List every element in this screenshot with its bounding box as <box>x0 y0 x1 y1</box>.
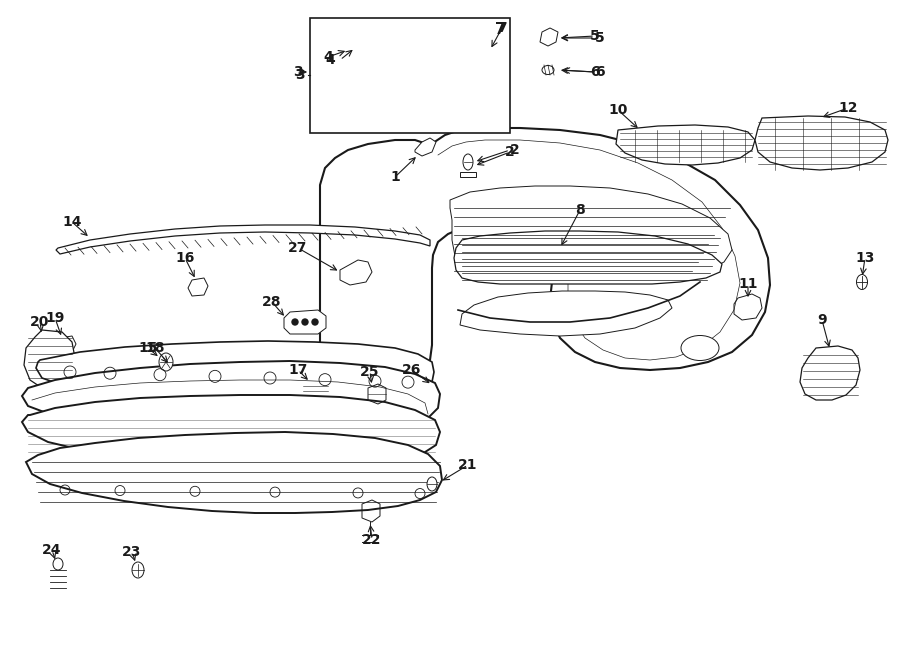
Polygon shape <box>460 291 672 336</box>
Ellipse shape <box>132 562 144 578</box>
Text: 12: 12 <box>838 101 858 115</box>
Polygon shape <box>340 260 372 285</box>
Bar <box>310 18 510 133</box>
Text: 27: 27 <box>288 241 308 255</box>
Polygon shape <box>56 225 430 254</box>
Text: 21: 21 <box>458 458 478 472</box>
Text: 6: 6 <box>590 65 599 79</box>
Polygon shape <box>284 310 326 334</box>
Text: 4: 4 <box>323 50 333 64</box>
Text: 2: 2 <box>510 143 520 157</box>
Text: 23: 23 <box>122 545 141 559</box>
Ellipse shape <box>159 353 173 371</box>
Text: 5: 5 <box>595 31 605 45</box>
Text: 15: 15 <box>139 341 158 355</box>
Polygon shape <box>22 361 440 435</box>
Polygon shape <box>320 128 770 385</box>
Text: 24: 24 <box>42 543 62 557</box>
Text: 1: 1 <box>390 170 400 184</box>
Polygon shape <box>26 432 442 513</box>
Text: 8: 8 <box>575 203 585 217</box>
Ellipse shape <box>857 274 868 290</box>
Ellipse shape <box>463 154 473 170</box>
Text: 11: 11 <box>738 277 758 291</box>
Circle shape <box>292 319 298 325</box>
Text: 17: 17 <box>288 363 308 377</box>
Text: 28: 28 <box>262 295 282 309</box>
Circle shape <box>302 319 308 325</box>
Text: 13: 13 <box>855 251 875 265</box>
Ellipse shape <box>681 336 719 360</box>
Text: 25: 25 <box>360 365 380 379</box>
Text: 4: 4 <box>325 53 335 67</box>
Text: 22: 22 <box>362 533 382 547</box>
Text: 5: 5 <box>590 29 600 43</box>
Polygon shape <box>415 138 436 156</box>
Text: 16: 16 <box>176 251 194 265</box>
Text: 3: 3 <box>295 68 305 82</box>
Polygon shape <box>454 231 722 284</box>
Text: 2: 2 <box>505 145 515 159</box>
Ellipse shape <box>53 558 63 570</box>
Text: 14: 14 <box>62 215 82 229</box>
Polygon shape <box>22 395 440 467</box>
Polygon shape <box>755 116 888 170</box>
Polygon shape <box>24 330 75 388</box>
Text: 7: 7 <box>497 21 507 35</box>
Text: 10: 10 <box>608 103 627 117</box>
Text: 18: 18 <box>145 341 165 355</box>
Bar <box>460 172 476 177</box>
Ellipse shape <box>427 477 437 491</box>
Text: 6: 6 <box>595 65 605 79</box>
Text: 20: 20 <box>31 315 50 329</box>
Polygon shape <box>450 186 732 276</box>
Circle shape <box>312 319 318 325</box>
Text: 7: 7 <box>495 22 505 38</box>
Polygon shape <box>616 125 755 165</box>
Polygon shape <box>36 341 434 400</box>
Polygon shape <box>800 346 860 400</box>
Text: 9: 9 <box>817 313 827 327</box>
Text: 26: 26 <box>402 363 422 377</box>
Text: 3: 3 <box>293 65 302 79</box>
Text: 19: 19 <box>45 311 65 325</box>
